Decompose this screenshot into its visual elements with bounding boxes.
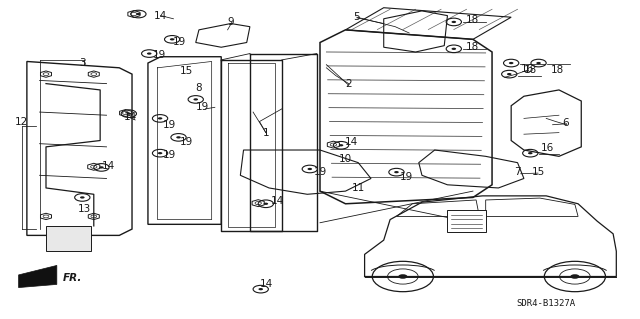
Circle shape	[307, 168, 312, 170]
Circle shape	[452, 21, 456, 23]
Text: 16: 16	[520, 64, 534, 74]
Circle shape	[193, 98, 198, 100]
Text: 1: 1	[262, 128, 269, 137]
Text: 18: 18	[467, 42, 479, 52]
Circle shape	[528, 152, 532, 154]
Circle shape	[570, 274, 579, 279]
Text: 19: 19	[399, 172, 413, 182]
Circle shape	[509, 62, 513, 64]
Circle shape	[80, 196, 84, 199]
Circle shape	[536, 62, 541, 64]
Text: FR.: FR.	[63, 273, 83, 283]
Circle shape	[339, 144, 343, 146]
Text: SDR4-B1327A: SDR4-B1327A	[516, 299, 576, 308]
Text: 6: 6	[562, 118, 569, 128]
Circle shape	[264, 203, 268, 205]
Text: 19: 19	[314, 167, 326, 177]
Circle shape	[394, 171, 399, 173]
Text: 7: 7	[514, 167, 521, 177]
Text: 19: 19	[163, 120, 175, 130]
Text: 11: 11	[351, 183, 365, 193]
Text: 15: 15	[180, 66, 193, 76]
Text: 16: 16	[541, 144, 554, 153]
Text: 19: 19	[173, 38, 186, 48]
Text: 12: 12	[15, 116, 28, 127]
Text: 14: 14	[102, 161, 115, 171]
Text: 14: 14	[271, 196, 284, 206]
Circle shape	[170, 38, 175, 41]
Text: 5: 5	[354, 12, 360, 22]
Circle shape	[158, 117, 163, 120]
Text: 3: 3	[79, 58, 86, 68]
Text: 19: 19	[153, 50, 166, 60]
Text: 14: 14	[124, 112, 137, 122]
Text: 10: 10	[339, 154, 352, 165]
FancyBboxPatch shape	[447, 210, 486, 232]
Text: 19: 19	[180, 137, 193, 147]
Text: 18: 18	[551, 65, 564, 75]
Text: 18: 18	[524, 65, 537, 75]
Text: 8: 8	[196, 83, 202, 93]
Text: 14: 14	[260, 279, 273, 289]
Text: 13: 13	[77, 204, 91, 213]
Circle shape	[136, 13, 141, 15]
Circle shape	[452, 48, 456, 50]
Circle shape	[99, 166, 104, 168]
Circle shape	[259, 288, 263, 290]
Text: 19: 19	[195, 102, 209, 112]
Polygon shape	[19, 265, 57, 287]
Circle shape	[398, 274, 408, 279]
Circle shape	[507, 73, 511, 75]
Text: 15: 15	[532, 167, 545, 177]
Text: 19: 19	[163, 150, 175, 160]
Circle shape	[176, 136, 181, 138]
Text: 9: 9	[227, 17, 234, 27]
Text: 18: 18	[467, 15, 479, 26]
Text: 14: 14	[345, 137, 358, 147]
Circle shape	[127, 113, 131, 115]
Circle shape	[147, 52, 152, 55]
FancyBboxPatch shape	[46, 226, 91, 251]
Circle shape	[158, 152, 163, 154]
Text: 14: 14	[154, 11, 167, 21]
Text: 2: 2	[346, 78, 352, 89]
